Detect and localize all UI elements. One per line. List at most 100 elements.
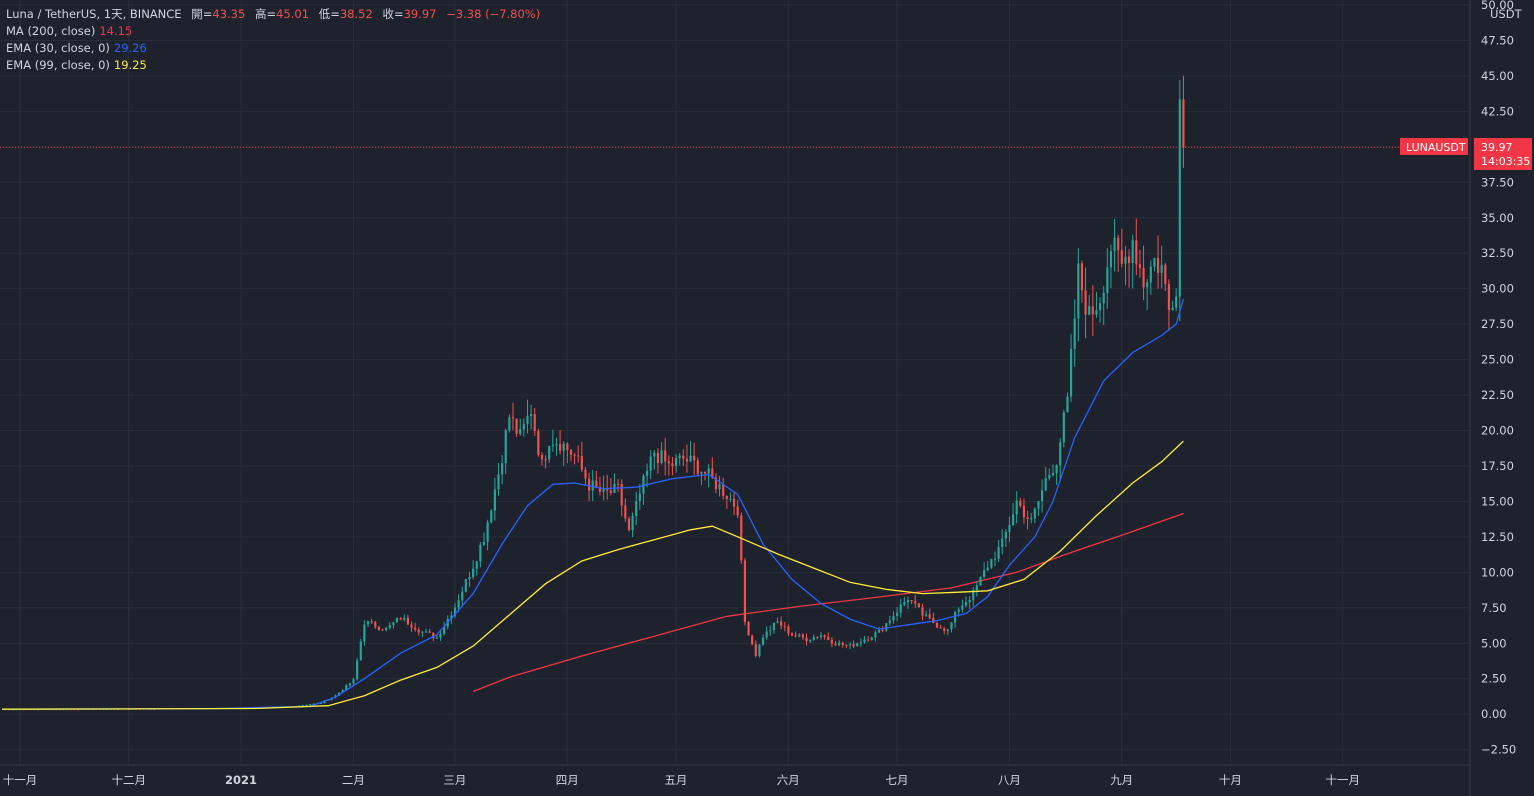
price-tag-countdown: 14:03:35 <box>1481 155 1530 168</box>
candle <box>461 586 464 608</box>
candle <box>642 473 645 505</box>
y-tick-label: 2.50 <box>1481 672 1507 686</box>
candle <box>424 628 428 633</box>
candle <box>1062 409 1065 448</box>
y-tick-label: 20.00 <box>1481 424 1514 438</box>
candle <box>566 442 569 464</box>
candle <box>606 474 609 500</box>
y-tick-label: 22.50 <box>1481 388 1514 402</box>
candle <box>863 635 866 644</box>
candle <box>504 428 507 475</box>
candle <box>551 429 554 452</box>
candle <box>732 491 736 515</box>
candle <box>1120 228 1123 268</box>
high-label: 高 <box>254 7 267 21</box>
time-axis[interactable]: 十一月 十二月 2021 二月 三月 四月 五月 六月 七月 八月 九月 十月 十一月 <box>3 773 1360 787</box>
candle <box>537 428 540 457</box>
indicator-ema30[interactable]: EMA (30, close, 0) 29.26 <box>6 40 540 57</box>
candle <box>867 636 870 642</box>
candle <box>703 471 707 481</box>
candle <box>482 532 486 546</box>
candle <box>638 483 641 510</box>
candle <box>359 638 362 661</box>
candle <box>664 438 667 476</box>
x-tick-label: 十月 <box>1219 773 1242 787</box>
candle <box>627 516 631 532</box>
x-tick-label: 六月 <box>777 773 800 787</box>
candle <box>660 441 663 465</box>
candle <box>769 625 772 636</box>
candle <box>356 658 359 681</box>
candle <box>1124 246 1127 286</box>
candle <box>363 620 366 646</box>
indicator-ma200[interactable]: MA (200, close) 14.15 <box>6 23 540 40</box>
candle <box>569 448 573 462</box>
candle <box>993 551 997 567</box>
candle <box>620 479 623 517</box>
candle <box>689 441 692 463</box>
candle <box>722 477 725 500</box>
candle <box>305 704 308 706</box>
candle <box>1037 500 1040 516</box>
price-tag-value-bg <box>1474 138 1532 170</box>
candle <box>468 571 471 587</box>
candle <box>939 624 942 629</box>
candle <box>830 637 833 648</box>
candle <box>783 621 786 632</box>
ohlc-row: Luna / TetherUS, 1天, BINANCE 開=43.35 高=4… <box>6 7 541 21</box>
candle <box>352 677 355 685</box>
candle <box>1030 512 1033 524</box>
candle <box>751 634 754 646</box>
indicator-ema99[interactable]: EMA (99, close, 0) 19.25 <box>6 57 540 74</box>
candle <box>519 418 522 436</box>
ma200-layer <box>472 512 1184 693</box>
candle <box>439 630 442 641</box>
candle <box>653 450 656 470</box>
candle <box>700 471 703 486</box>
candle <box>598 476 602 496</box>
candle <box>501 455 504 485</box>
candle <box>522 418 525 437</box>
candle <box>493 477 496 521</box>
candle <box>809 639 812 644</box>
candle <box>975 580 978 597</box>
y-tick-label: 10.00 <box>1481 565 1514 579</box>
symbol-title[interactable]: Luna / TetherUS, 1天, BINANCE <box>6 7 182 21</box>
low-label: 低 <box>318 7 331 21</box>
candle <box>1080 260 1084 303</box>
candle <box>428 629 431 634</box>
candle <box>718 475 721 497</box>
candle <box>526 399 529 434</box>
candle <box>1004 529 1007 548</box>
candle <box>743 558 747 626</box>
candle <box>1127 249 1131 288</box>
candle <box>1142 245 1145 301</box>
indicator-value: 29.26 <box>113 41 147 55</box>
ema30-line <box>1 299 1185 710</box>
candle <box>838 640 841 647</box>
candle <box>678 452 681 466</box>
candle <box>776 617 779 624</box>
candle <box>348 682 351 687</box>
y-tick-label: 45.00 <box>1481 69 1514 83</box>
candle <box>790 632 794 637</box>
candle <box>577 445 580 463</box>
y-tick-label: 30.00 <box>1481 282 1514 296</box>
candle <box>1073 299 1076 367</box>
candle <box>602 475 605 501</box>
candle <box>624 498 627 522</box>
indicator-value: 19.25 <box>113 58 147 72</box>
open-value: 43.35 <box>212 7 246 21</box>
indicator-label: MA (200, close) <box>6 24 96 38</box>
candle <box>406 614 409 626</box>
candle <box>961 599 964 613</box>
candle <box>374 621 377 629</box>
currency-label: USDT <box>1490 7 1523 21</box>
high-value: 45.01 <box>276 7 310 21</box>
candle <box>870 636 873 641</box>
candle <box>414 622 417 632</box>
candle <box>540 452 544 466</box>
low-value: 38.52 <box>339 7 373 21</box>
candle <box>910 599 913 605</box>
